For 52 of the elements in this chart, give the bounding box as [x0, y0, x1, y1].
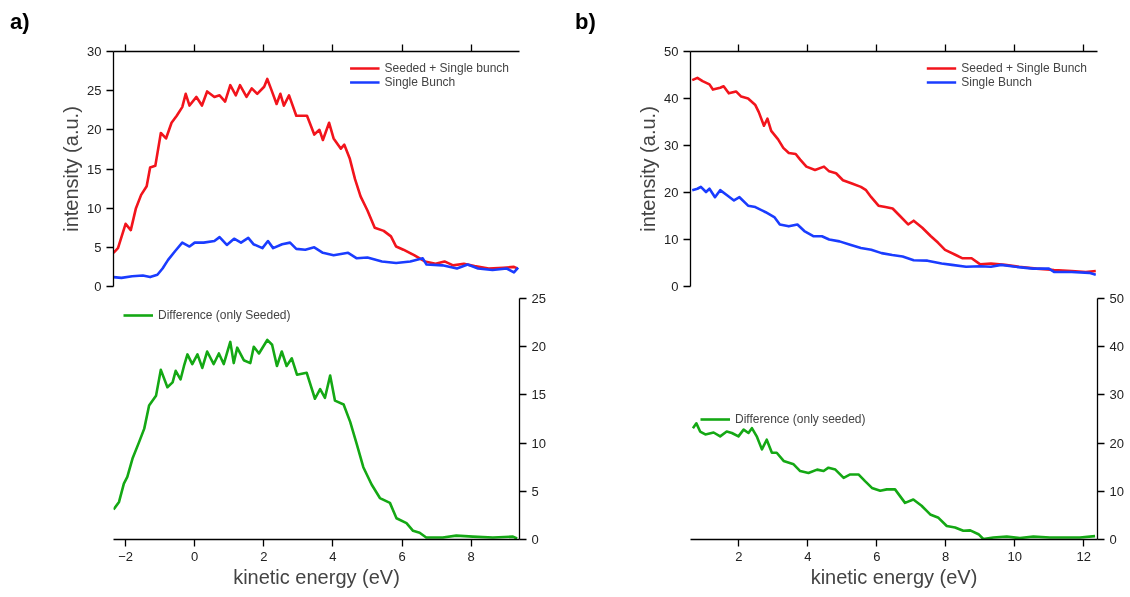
- y-tick-label: 25: [87, 83, 102, 99]
- y-tick-label: 30: [664, 138, 679, 153]
- x-tick-label: 6: [873, 548, 881, 564]
- y-axis-title: intensity (a.u.): [60, 106, 83, 232]
- y-tick-label: 40: [664, 91, 679, 106]
- legend-label: Seeded + Single Bunch: [961, 61, 1087, 75]
- x-tick-label: 6: [398, 548, 406, 564]
- y2-tick-label: 5: [531, 483, 539, 499]
- y-tick-label: 15: [87, 161, 102, 177]
- x-tick-label: 2: [260, 548, 268, 564]
- y-tick-label: 20: [87, 122, 102, 138]
- x-tick-label: 10: [1007, 548, 1022, 564]
- line-series: [113, 235, 520, 280]
- y2-tick-label: 25: [531, 291, 546, 306]
- x-tick-label: 4: [804, 548, 812, 564]
- x-tick-label: 8: [942, 548, 950, 564]
- x-tick-label: 0: [191, 548, 199, 564]
- x-axis-title: kinetic energy (eV): [810, 565, 978, 588]
- x-tick-label: 12: [1076, 548, 1091, 564]
- line-series: [113, 77, 519, 270]
- y-tick-label: 5: [94, 239, 102, 255]
- y2-tick-label: 30: [1109, 387, 1124, 403]
- y2-tick-label: 50: [1109, 291, 1124, 306]
- y2-tick-label: 0: [531, 532, 539, 547]
- y-tick-label: 10: [87, 200, 102, 216]
- legend-label: Single Bunch: [961, 75, 1032, 89]
- y2-tick-label: 10: [531, 435, 546, 451]
- y2-tick-label: 10: [1109, 483, 1124, 499]
- x-tick-label: −2: [118, 548, 134, 564]
- legend-label: Seeded + Single bunch: [384, 61, 509, 75]
- y2-tick-label: 20: [531, 339, 546, 355]
- y-tick-label: 10: [664, 232, 679, 247]
- y2-tick-label: 0: [1109, 532, 1117, 547]
- chart-title: b): [575, 8, 596, 36]
- line-series: [690, 185, 1098, 277]
- x-axis-title: kinetic energy (eV): [233, 565, 400, 588]
- y-tick-label: 20: [664, 185, 679, 200]
- y2-tick-label: 20: [1109, 435, 1124, 451]
- legend-label: Difference (only Seeded): [158, 308, 291, 322]
- y-tick-label: 30: [87, 44, 102, 59]
- y-tick-label: 0: [94, 279, 102, 294]
- y2-tick-label: 40: [1109, 339, 1124, 355]
- chart-title: a): [10, 8, 30, 36]
- y-tick-label: 0: [671, 279, 679, 294]
- y-tick-label: 50: [664, 44, 679, 59]
- x-tick-label: 4: [329, 548, 337, 564]
- y-axis-title: intensity (a.u.): [637, 106, 660, 232]
- legend-label: Difference (only seeded): [735, 411, 866, 426]
- x-tick-label: 8: [467, 548, 475, 564]
- x-tick-label: 2: [735, 548, 743, 564]
- y2-tick-label: 15: [531, 387, 546, 403]
- legend-label: Single Bunch: [384, 75, 456, 89]
